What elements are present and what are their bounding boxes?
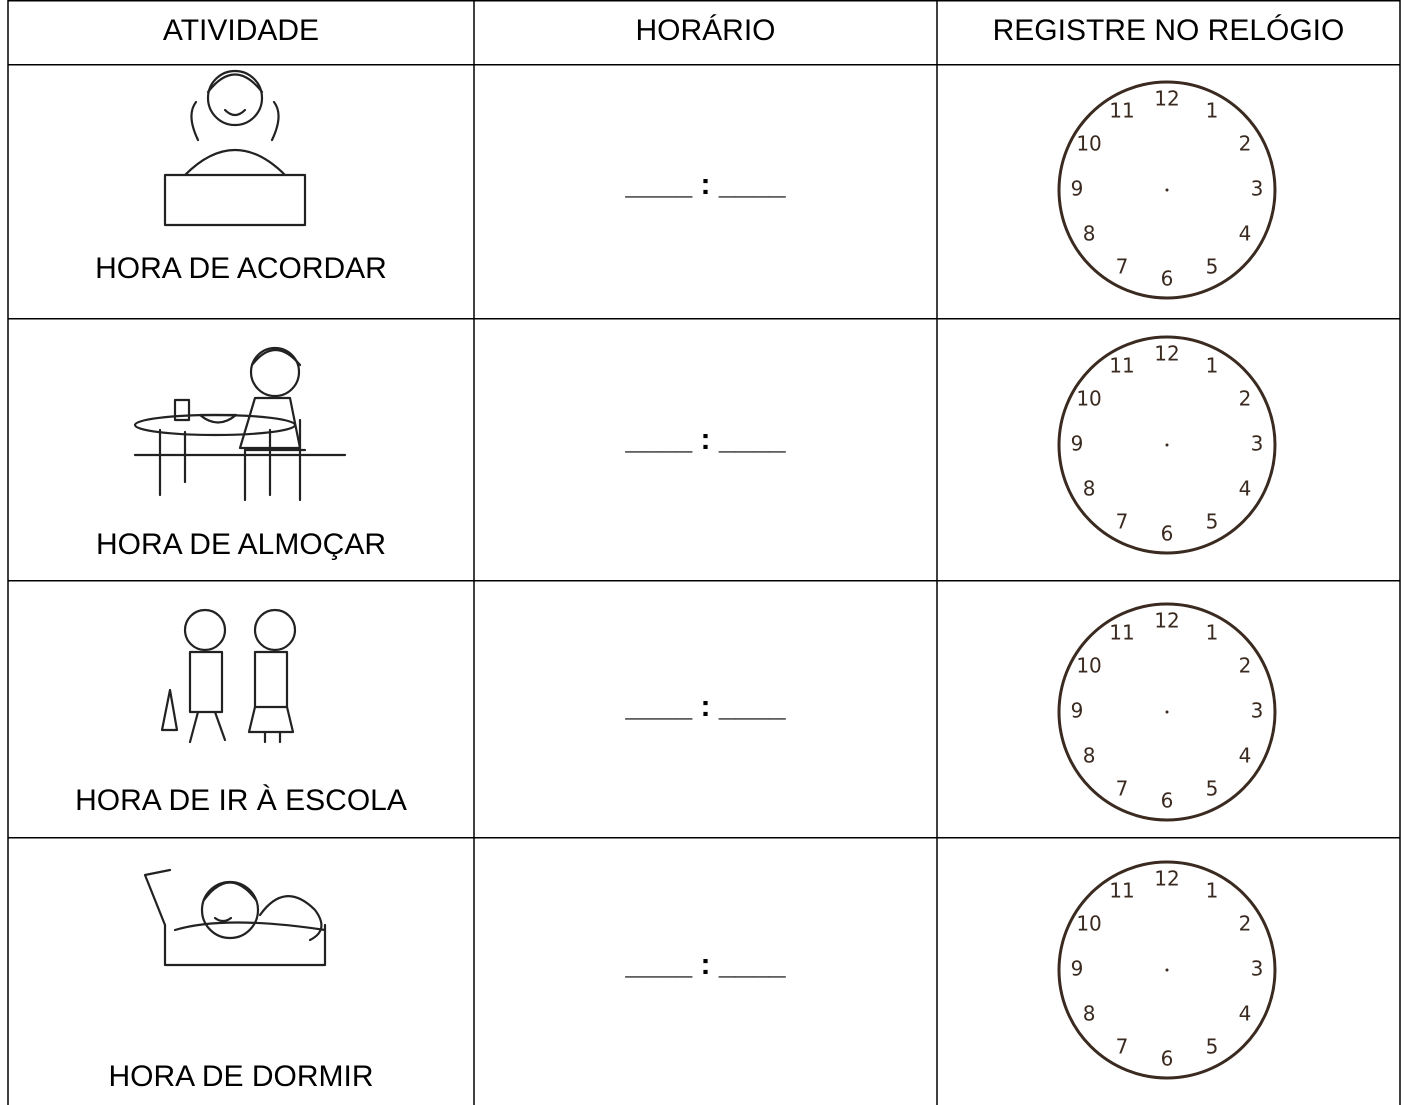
clock-number: 3 xyxy=(1251,957,1264,981)
clock-number: 6 xyxy=(1161,1047,1174,1071)
clock-number: 2 xyxy=(1239,387,1252,411)
clock-number: 6 xyxy=(1161,522,1174,546)
clock-center xyxy=(1165,968,1169,972)
clock-face xyxy=(1057,80,1277,300)
column-header: HORÁRIO xyxy=(635,14,775,47)
clock-number: 12 xyxy=(1154,342,1179,366)
clock-number: 5 xyxy=(1206,509,1219,533)
clock-face xyxy=(1057,860,1277,1080)
clock-center xyxy=(1165,188,1169,192)
clock-number: 5 xyxy=(1206,1034,1219,1058)
clock-number: 7 xyxy=(1116,1034,1129,1058)
clock-number: 2 xyxy=(1239,132,1252,156)
activity-label: HORA DE ALMOÇAR xyxy=(96,528,386,561)
clock-number: 3 xyxy=(1251,432,1264,456)
clock-number: 10 xyxy=(1076,387,1101,411)
clock-number: 12 xyxy=(1154,867,1179,891)
clock-number: 8 xyxy=(1083,222,1096,246)
clock-number: 12 xyxy=(1154,87,1179,111)
clock-number: 6 xyxy=(1161,267,1174,291)
activity-label: HORA DE ACORDAR xyxy=(95,252,387,285)
clock-number: 5 xyxy=(1206,254,1219,278)
clock-number: 4 xyxy=(1239,222,1252,246)
clock-number: 11 xyxy=(1109,621,1134,645)
activity-label: HORA DE IR À ESCOLA xyxy=(75,784,407,817)
clock-number: 7 xyxy=(1116,509,1129,533)
clock-number: 4 xyxy=(1239,477,1252,501)
clock-number: 4 xyxy=(1239,744,1252,768)
illustration-school xyxy=(160,608,297,744)
illustration-sleeping xyxy=(143,868,327,967)
clock-number: 9 xyxy=(1071,432,1084,456)
clock-number: 9 xyxy=(1071,177,1084,201)
clock-number: 1 xyxy=(1206,99,1219,123)
clock-number: 10 xyxy=(1076,132,1101,156)
illustration-waking xyxy=(163,69,307,227)
clock-number: 12 xyxy=(1154,609,1179,633)
clock-number: 1 xyxy=(1206,879,1219,903)
clock-center xyxy=(1165,710,1169,714)
time-blank: ____ : ____ xyxy=(624,168,785,201)
clock-number: 6 xyxy=(1161,789,1174,813)
clock-number: 9 xyxy=(1071,957,1084,981)
clock-number: 8 xyxy=(1083,1002,1096,1026)
clock-number: 3 xyxy=(1251,699,1264,723)
clock-face xyxy=(1057,602,1277,822)
clock-number: 4 xyxy=(1239,1002,1252,1026)
clock-number: 10 xyxy=(1076,654,1101,678)
clock-number: 1 xyxy=(1206,354,1219,378)
time-blank: ____ : ____ xyxy=(624,423,785,456)
time-blank: ____ : ____ xyxy=(624,948,785,981)
clock-number: 11 xyxy=(1109,99,1134,123)
clock-number: 11 xyxy=(1109,354,1134,378)
illustration-lunch xyxy=(133,346,347,502)
clock-number: 9 xyxy=(1071,699,1084,723)
clock-number: 1 xyxy=(1206,621,1219,645)
clock-number: 11 xyxy=(1109,879,1134,903)
clock-number: 8 xyxy=(1083,477,1096,501)
clock-number: 2 xyxy=(1239,912,1252,936)
column-header: REGISTRE NO RELÓGIO xyxy=(993,14,1345,47)
time-blank: ____ : ____ xyxy=(624,690,785,723)
clock-number: 8 xyxy=(1083,744,1096,768)
clock-number: 7 xyxy=(1116,254,1129,278)
clock-number: 7 xyxy=(1116,776,1129,800)
activity-label: HORA DE DORMIR xyxy=(108,1060,373,1093)
clock-face xyxy=(1057,335,1277,555)
clock-number: 10 xyxy=(1076,912,1101,936)
clock-number: 2 xyxy=(1239,654,1252,678)
clock-number: 3 xyxy=(1251,177,1264,201)
clock-center xyxy=(1165,443,1169,447)
clock-number: 5 xyxy=(1206,776,1219,800)
column-header: ATIVIDADE xyxy=(163,14,319,47)
